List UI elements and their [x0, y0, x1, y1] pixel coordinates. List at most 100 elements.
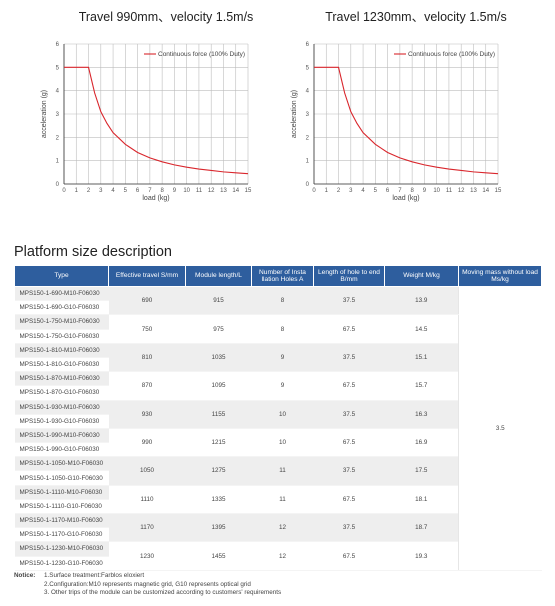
cell-type: MPS150-1-810-M10-F06030 [14, 343, 109, 358]
table-row: MPS150-1-990-M10-F06030 990 1215 10 67.5 16.9 [14, 428, 542, 458]
cell-type: MPS150-1-870-G10-F06030 [14, 385, 109, 401]
y-tick-label: 3 [306, 112, 310, 118]
notice-item: 3. Other trips of the module can be cust… [44, 589, 282, 596]
platform-size-table: Type Effective travel S/mm Module length… [14, 265, 542, 571]
x-tick-label: 9 [423, 188, 427, 194]
cell-module-length: 1215 [185, 428, 252, 458]
chart-title-left: Travel 990mm、velocity 1.5m/s [78, 10, 254, 24]
cell-module-length: 975 [185, 314, 252, 344]
cell-installation-holes: 11 [251, 485, 314, 515]
cell-hole-length: 37.5 [313, 343, 385, 373]
cell-installation-holes: 11 [251, 456, 314, 486]
table-row: MPS150-1-810-M10-F06030 810 1035 9 37.5 15.1 [14, 343, 542, 373]
y-tick-label: 6 [56, 42, 60, 48]
cell-weight: 15.1 [384, 343, 459, 373]
cell-installation-holes: 12 [251, 513, 314, 543]
legend-label: Continuous force (100% Duty) [408, 51, 495, 58]
cell-type: MPS150-1-990-M10-F06030 [14, 428, 109, 444]
series-line [314, 66, 499, 175]
x-tick-label: 12 [458, 188, 465, 194]
y-tick-label: 5 [56, 65, 60, 71]
x-tick-label: 11 [196, 188, 203, 194]
table-row: MPS150-1-690-M10-F06030 690 915 8 37.5 13.9 3.… [14, 286, 542, 571]
cell-type: MPS150-1-1170-M10-F06030 [14, 513, 109, 529]
y-tick-label: 3 [56, 112, 60, 118]
cell-type: MPS150-1-1230-M10-F06030 [14, 541, 109, 557]
cell-module-length: 1335 [185, 485, 252, 515]
cell-weight: 16.3 [384, 400, 459, 429]
cell-weight: 16.9 [384, 428, 459, 458]
chart-title-right: Travel 1230mm、velocity 1.5m/s [325, 10, 507, 24]
cell-effective-travel: 930 [108, 400, 186, 429]
cell-effective-travel: 810 [108, 343, 186, 373]
series-line [64, 66, 249, 175]
cell-weight: 14.5 [384, 314, 459, 344]
x-tick-label: 1 [75, 188, 79, 194]
cell-type: MPS150-1-690-G10-F06030 [14, 300, 109, 316]
table-row: MPS150-1-1170-M10-F06030 1170 1395 12 37.5 18… [14, 513, 542, 543]
table-row: MPS150-1-870-M10-F06030 870 1095 9 67.5 15.7 [14, 371, 542, 401]
cell-hole-length: 67.5 [313, 485, 385, 515]
notice-item: 2.Configuration:M10 represents magnetic … [44, 580, 251, 588]
x-tick-label: 3 [349, 188, 353, 194]
y-tick-label: 4 [306, 89, 310, 95]
x-axis-label: load (kg) [392, 195, 419, 202]
table-row: MPS150-1-870-G10-F06030 [14, 385, 542, 401]
x-tick-label: 8 [160, 188, 164, 194]
cell-weight: 19.3 [384, 541, 459, 571]
table-row: MPS150-1-930-G10-F06030 [14, 414, 542, 429]
cell-effective-travel: 1110 [108, 485, 186, 515]
cell-effective-travel: 1170 [108, 513, 186, 543]
cell-type: MPS150-1-870-M10-F06030 [14, 371, 109, 387]
x-tick-label: 5 [374, 188, 378, 194]
cell-effective-travel: 750 [108, 314, 186, 344]
x-tick-label: 1 [325, 188, 329, 194]
cell-effective-travel: 1230 [108, 541, 186, 571]
cell-module-length: 915 [185, 286, 252, 316]
legend-label: Continuous force (100% Duty) [158, 51, 245, 58]
cell-hole-length: 67.5 [313, 541, 385, 571]
x-tick-label: 12 [208, 188, 215, 194]
header-type: Type [14, 265, 109, 287]
cell-type: MPS150-1-930-M10-F06030 [14, 400, 109, 415]
cell-installation-holes: 9 [251, 371, 314, 401]
x-tick-label: 14 [482, 188, 489, 194]
x-tick-label: 2 [337, 188, 341, 194]
cell-type: MPS150-1-1050-G10-F06030 [14, 470, 109, 486]
header-module-length: Module length/L [185, 265, 252, 287]
x-tick-label: 13 [220, 188, 227, 194]
cell-hole-length: 37.5 [313, 400, 385, 429]
cell-type: MPS150-1-690-M10-F06030 [14, 286, 109, 302]
cell-weight: 18.1 [384, 485, 459, 515]
x-tick-label: 2 [87, 188, 91, 194]
cell-installation-holes: 10 [251, 400, 314, 429]
cell-module-length: 1095 [185, 371, 252, 401]
cell-hole-length: 67.5 [313, 371, 385, 401]
header-weight: Weight M/kg [384, 265, 459, 287]
table-row: MPS150-1-930-M10-F06030 930 1155 10 37.5 16.3 [14, 400, 542, 429]
x-tick-label: 0 [62, 188, 66, 194]
cell-hole-length: 67.5 [313, 314, 385, 344]
cell-module-length: 1275 [185, 456, 252, 486]
x-tick-label: 4 [361, 188, 365, 194]
y-tick-label: 2 [306, 135, 310, 141]
x-tick-label: 0 [312, 188, 316, 194]
cell-effective-travel: 990 [108, 428, 186, 458]
cell-installation-holes: 8 [251, 314, 314, 344]
table-row: MPS150-1-1050-M10-F06030 1050 1275 11 37.5 17… [14, 456, 542, 486]
cell-type: MPS150-1-1050-M10-F06030 [14, 456, 109, 472]
notice-item: 1.Surface treatment:Farblos eloxiert [44, 572, 145, 579]
y-tick-label: 4 [56, 89, 60, 95]
cell-type: MPS150-1-1230-G10-F06030 [14, 556, 109, 571]
x-tick-label: 5 [124, 188, 128, 194]
table-row: MPS150-1-990-G10-F06030 [14, 442, 542, 458]
x-tick-label: 6 [386, 188, 390, 194]
header-effective-travel: Effective travel S/mm [108, 265, 186, 287]
x-tick-label: 4 [111, 188, 115, 194]
x-tick-label: 7 [398, 188, 402, 194]
header-installation-holes: Number of Insta llation Holes A [251, 265, 314, 287]
x-tick-label: 11 [446, 188, 453, 194]
cell-module-length: 1455 [185, 541, 252, 571]
